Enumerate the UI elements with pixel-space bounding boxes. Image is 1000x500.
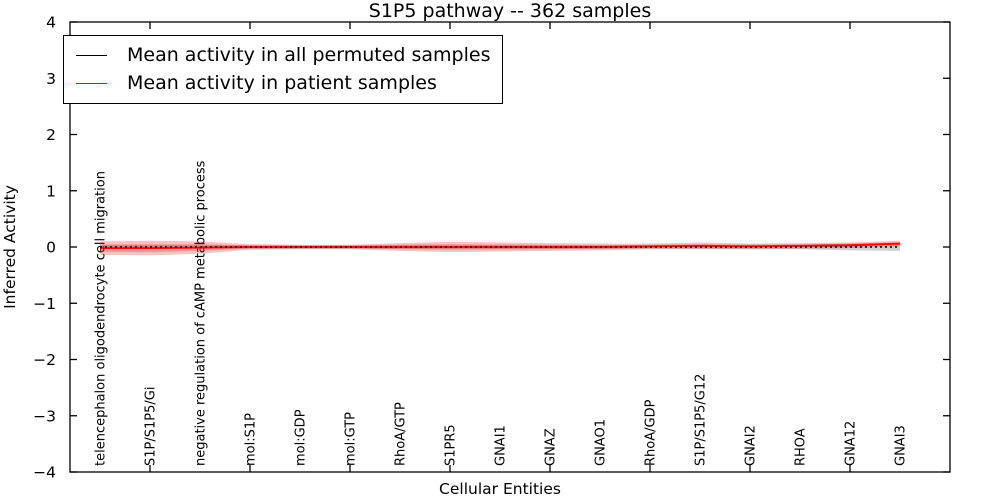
- entity-label: GNA12: [844, 421, 859, 466]
- entity-label: RhoA/GTP: [394, 402, 409, 466]
- entity-label: mol:GDP: [294, 409, 309, 466]
- entity-label: S1P/S1P5/G12: [694, 374, 709, 466]
- y-tick-label: 2: [46, 126, 56, 144]
- entity-label: S1PR5: [444, 424, 459, 466]
- entity-label: mol:S1P: [244, 413, 259, 466]
- entity-label: GNAI1: [494, 425, 509, 466]
- entity-label: mol:GTP: [344, 412, 359, 466]
- entity-label: negative regulation of cAMP metabolic pr…: [194, 160, 209, 466]
- y-tick-label: −1: [33, 295, 56, 313]
- entity-label: GNAI3: [894, 425, 909, 466]
- entity-label: GNAI2: [744, 425, 759, 466]
- y-tick-label: −3: [33, 407, 56, 425]
- y-tick-label: 0: [46, 239, 56, 257]
- y-tick-label: 4: [46, 14, 56, 32]
- legend-entry-permuted: Mean activity in all permuted samples: [76, 41, 496, 69]
- y-axis-label: Inferred Activity: [1, 185, 19, 309]
- x-category-labels: telencephalon oligodendrocyte cell migra…: [94, 160, 909, 466]
- legend-entry-patient: Mean activity in patient samples: [76, 69, 496, 97]
- entity-label: RHOA: [794, 428, 809, 466]
- series-lines: [100, 242, 901, 250]
- entity-label: RhoA/GDP: [644, 399, 659, 466]
- entity-label: GNAO1: [594, 419, 609, 466]
- legend-line-sample-permuted: [76, 54, 107, 56]
- y-tick-label: 1: [46, 182, 56, 200]
- y-tick-label: −2: [33, 351, 56, 369]
- y-tick-label: −4: [33, 464, 56, 482]
- legend-label-patient: Mean activity in patient samples: [127, 72, 437, 94]
- entity-label: S1P/S1P5/Gi: [144, 387, 159, 466]
- entity-label: telencephalon oligodendrocyte cell migra…: [94, 171, 109, 466]
- entity-label: GNAZ: [544, 428, 559, 466]
- y-tick-labels: 4 3 2 1 0 −1 −2 −3 −4: [33, 14, 56, 482]
- y-tick-label: 3: [46, 70, 56, 88]
- axis-ticks: [70, 21, 950, 473]
- patient-band-outer: [100, 240, 900, 256]
- chart-title: S1P5 pathway -- 362 samples: [369, 0, 651, 22]
- x-axis-label: Cellular Entities: [439, 480, 561, 498]
- legend-label-permuted: Mean activity in all permuted samples: [127, 44, 491, 66]
- legend-line-sample-patient: [76, 82, 107, 84]
- legend: Mean activity in all permuted samples Me…: [63, 35, 503, 104]
